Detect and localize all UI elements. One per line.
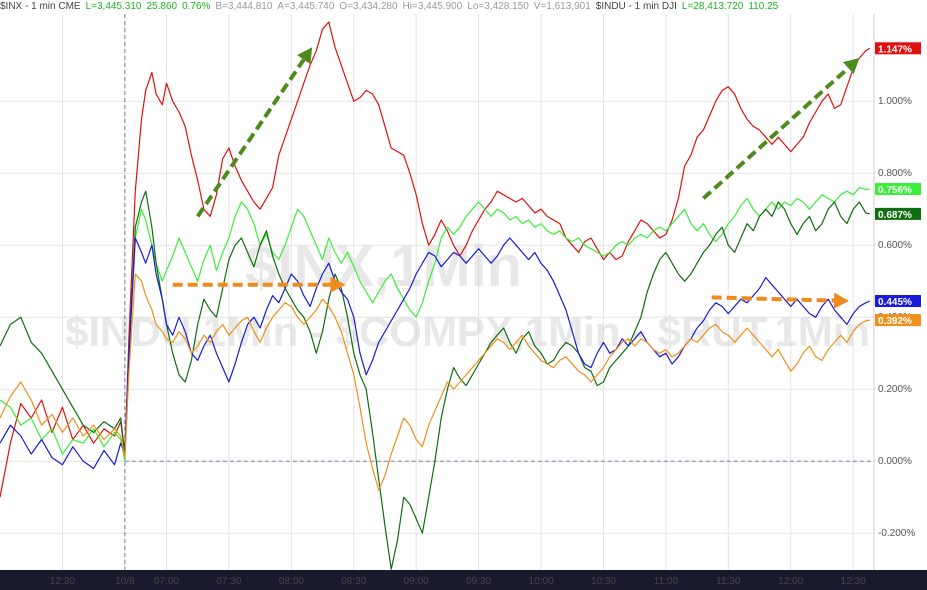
x-axis: 12:30 10/8 07:00 07:30 08:00 08:30 09:00 09:30 1… bbox=[50, 576, 866, 587]
trend-arrow-head-2 bbox=[842, 58, 860, 74]
watermark-line2: $INDU,1Min - $COMPX,1Min - $RUT,1Min bbox=[65, 308, 870, 355]
x-axis-bar bbox=[0, 570, 927, 590]
x-tick-label: 07:00 bbox=[154, 576, 179, 587]
chart-header: $INX - 1 min CME L=3,445.310 25.860 0.76% B=… bbox=[0, 0, 927, 14]
x-tick-label: 09:30 bbox=[466, 576, 491, 587]
x-tick-label: 10:00 bbox=[529, 576, 554, 587]
header-left-field: Hi=3,445.900 bbox=[402, 1, 463, 12]
x-tick-label: 08:00 bbox=[279, 576, 304, 587]
header-left-field: V=1,613,901 bbox=[533, 1, 591, 12]
x-tick-label: 12:30 bbox=[841, 576, 866, 587]
y-tick-label: 1.000% bbox=[878, 96, 912, 107]
series-line-5 bbox=[0, 273, 870, 491]
x-tick-label: 11:00 bbox=[654, 576, 679, 587]
last-value-badge bbox=[875, 183, 921, 196]
x-tick-label: 12:00 bbox=[778, 576, 803, 587]
watermark: $INX,1Min $INDU,1Min - $COMPX,1Min - $RU… bbox=[65, 234, 870, 355]
x-tick-label: 11:30 bbox=[716, 576, 741, 587]
y-tick-label: 0.800% bbox=[878, 168, 912, 179]
x-tick-label: 12:30 bbox=[50, 576, 75, 587]
header-left-field: B=3,444.810 bbox=[215, 1, 273, 12]
trend-arrow-shaft-2 bbox=[702, 66, 850, 200]
header-left-field: L=3,445.310 bbox=[85, 1, 142, 12]
trend-arrow-head-4 bbox=[833, 292, 850, 309]
header-left-field: 0.76% bbox=[182, 1, 211, 12]
y-tick-label: 0.000% bbox=[878, 456, 912, 467]
x-tick-label: 09:00 bbox=[404, 576, 429, 587]
series-line-3 bbox=[0, 190, 870, 570]
header-right-field: L=28,413.720 bbox=[681, 1, 744, 12]
last-value-badge bbox=[875, 295, 921, 307]
series-line-2 bbox=[0, 187, 870, 462]
last-value-label: 1.147% bbox=[878, 44, 912, 55]
zero-line bbox=[124, 14, 874, 570]
y-tick-label: -0.200% bbox=[878, 528, 915, 539]
header-left-field: Lo=3,428.150 bbox=[467, 1, 529, 12]
x-tick-label: 08:30 bbox=[341, 576, 366, 587]
last-value-badge bbox=[875, 42, 921, 55]
last-value-label: 0.392% bbox=[878, 316, 912, 327]
header-right-field: 110.25 bbox=[748, 1, 779, 12]
watermark-line1: $INX,1Min bbox=[245, 234, 522, 299]
last-value-label: 0.687% bbox=[878, 210, 912, 221]
header-left-field: 25.860 bbox=[146, 1, 178, 12]
last-value-label: 0.756% bbox=[878, 185, 912, 196]
y-tick-label: 0.600% bbox=[878, 240, 912, 251]
header-left-field: A=3,445.740 bbox=[277, 1, 335, 12]
last-value-badge bbox=[875, 207, 921, 220]
trend-arrow-shaft-4 bbox=[711, 295, 835, 303]
series-line-1 bbox=[0, 21, 871, 498]
series-lines bbox=[0, 21, 871, 570]
header-right-field: $INDU - 1 min DJI bbox=[595, 1, 677, 12]
last-value-badges: 1.147% 0.756% 0.687% 0.445% 0.392% bbox=[875, 42, 921, 327]
price-chart: $INX,1Min $INDU,1Min - $COMPX,1Min - $RU… bbox=[0, 14, 927, 590]
trend-arrow-head-1 bbox=[297, 47, 313, 65]
trend-arrows bbox=[172, 47, 860, 309]
trend-arrow-shaft-1 bbox=[196, 58, 306, 218]
header-left-field: O=3,434.280 bbox=[339, 1, 398, 12]
last-value-badge bbox=[875, 314, 921, 327]
y-tick-label: 0.200% bbox=[878, 384, 912, 395]
y-axis: 1.000%0.800%0.600%0.400%0.200%0.000%-0.2… bbox=[873, 14, 915, 570]
x-tick-label: 10:30 bbox=[591, 576, 616, 587]
trend-arrow-head-3 bbox=[330, 276, 346, 293]
header-left-field: $INX - 1 min CME bbox=[0, 1, 81, 12]
series-line-4 bbox=[0, 237, 871, 469]
last-value-label: 0.445% bbox=[878, 297, 912, 308]
x-tick-label: 10/8 bbox=[115, 576, 135, 587]
x-tick-label: 07:30 bbox=[216, 576, 241, 587]
